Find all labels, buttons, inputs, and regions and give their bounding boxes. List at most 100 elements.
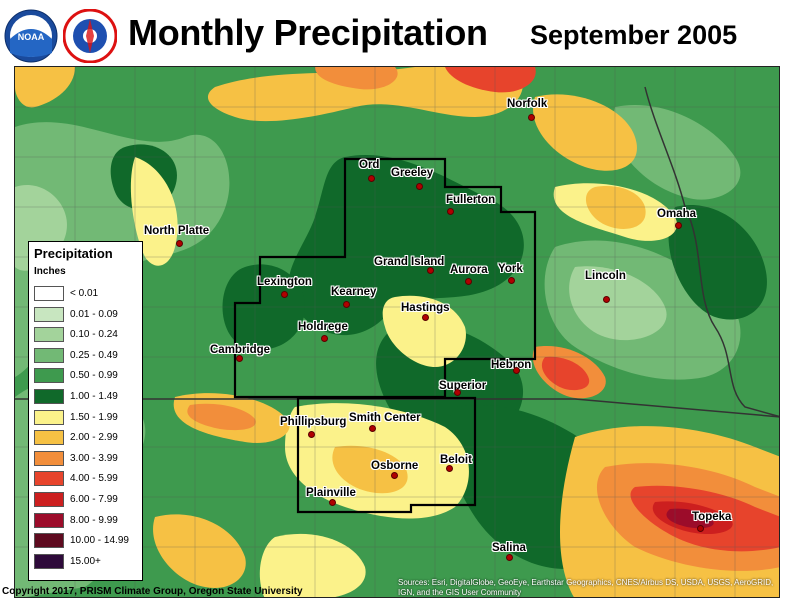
city-marker-holdrege	[321, 335, 328, 342]
legend-label: 8.00 - 9.99	[70, 514, 118, 526]
noaa-logo: NOAA	[4, 9, 58, 63]
legend-title: Precipitation	[34, 246, 113, 261]
legend-label: 15.00+	[70, 555, 101, 567]
city-label-osborne: Osborne	[371, 460, 419, 472]
attribution-line-1: Sources: Esri, DigitalGlobe, GeoEye, Ear…	[398, 578, 774, 587]
city-label-york: York	[498, 263, 523, 275]
legend-item: 1.00 - 1.49	[34, 389, 142, 406]
city-marker-superior	[454, 389, 461, 396]
legend-swatch	[34, 368, 64, 384]
map-attribution: Sources: Esri, DigitalGlobe, GeoEye, Ear…	[398, 578, 778, 598]
legend-label: 0.01 - 0.09	[70, 308, 118, 320]
city-marker-hebron	[513, 367, 520, 374]
city-label-lexington: Lexington	[257, 276, 312, 288]
legend-label: 0.25 - 0.49	[70, 349, 118, 361]
legend-swatch	[34, 327, 64, 343]
city-label-plainville: Plainville	[306, 487, 356, 499]
city-label-ord: Ord	[359, 159, 380, 171]
city-marker-beloit	[446, 465, 453, 472]
precipitation-map: Norfolk Ord Greeley Fullerton Omaha Nort…	[14, 66, 780, 598]
city-label-lincoln: Lincoln	[585, 270, 626, 282]
legend-item: 4.00 - 5.99	[34, 471, 142, 488]
city-marker-norfolk	[528, 114, 535, 121]
city-marker-hastings	[422, 314, 429, 321]
city-marker-salina	[506, 554, 513, 561]
city-label-hastings: Hastings	[401, 302, 450, 314]
legend-item: 1.50 - 1.99	[34, 409, 142, 427]
city-marker-phillipsburg	[308, 431, 315, 438]
legend-item: 10.00 - 14.99	[34, 533, 142, 550]
legend-item: 0.10 - 0.24	[34, 327, 142, 344]
legend-label: 3.00 - 3.99	[70, 452, 118, 464]
legend-item: 6.00 - 7.99	[34, 492, 142, 509]
city-marker-lincoln	[603, 296, 610, 303]
city-marker-grand-island	[427, 267, 434, 274]
legend-label: 4.00 - 5.99	[70, 473, 118, 485]
legend-item: 0.01 - 0.09	[34, 306, 142, 324]
legend-item: 0.50 - 0.99	[34, 368, 142, 385]
legend-swatch	[34, 430, 64, 446]
legend-swatch	[34, 409, 64, 425]
header: NOAA Monthly Precipitation September 200…	[0, 0, 792, 66]
city-marker-cambridge	[236, 355, 243, 362]
city-label-phillipsburg: Phillipsburg	[280, 416, 347, 428]
city-label-beloit: Beloit	[440, 454, 472, 466]
legend-item: < 0.01	[34, 286, 142, 303]
legend-item: 0.25 - 0.49	[34, 347, 142, 365]
legend-swatch	[34, 553, 64, 569]
legend-swatch	[34, 286, 64, 301]
city-label-cambridge: Cambridge	[210, 344, 271, 356]
city-label-superior: Superior	[439, 380, 487, 392]
city-marker-osborne	[391, 472, 398, 479]
city-label-hebron: Hebron	[491, 359, 532, 371]
city-marker-north-platte	[176, 240, 183, 247]
city-label-holdrege: Holdrege	[298, 321, 348, 333]
nws-logo	[63, 9, 117, 63]
legend-swatch	[34, 533, 64, 549]
attribution-line-2: IGN, and the GIS User Community	[398, 588, 522, 597]
city-label-omaha: Omaha	[657, 208, 696, 220]
city-marker-aurora	[465, 278, 472, 285]
legend: Precipitation Inches < 0.01 0.01 - 0.09 0.…	[28, 241, 143, 581]
city-marker-greeley	[416, 183, 423, 190]
map-title: Monthly Precipitation	[128, 12, 488, 53]
city-label-grand-island: Grand Island	[374, 256, 445, 268]
city-label-salina: Salina	[492, 542, 526, 554]
legend-swatch	[34, 471, 64, 487]
city-marker-lexington	[281, 291, 288, 298]
legend-item: 8.00 - 9.99	[34, 512, 142, 530]
city-marker-york	[508, 277, 515, 284]
city-marker-fullerton	[447, 208, 454, 215]
legend-swatch	[34, 306, 64, 322]
city-label-fullerton: Fullerton	[446, 194, 496, 206]
city-label-kearney: Kearney	[331, 286, 377, 298]
legend-item: 3.00 - 3.99	[34, 450, 142, 468]
city-label-topeka: Topeka	[692, 511, 732, 523]
city-marker-topeka	[697, 525, 704, 532]
legend-units: Inches	[34, 266, 66, 277]
legend-swatch	[34, 492, 64, 507]
legend-swatch	[34, 512, 64, 528]
legend-label: 0.10 - 0.24	[70, 329, 118, 341]
copyright-text: Copyright 2017, PRISM Climate Group, Ore…	[2, 586, 303, 597]
legend-swatch	[34, 347, 64, 363]
legend-label: 10.00 - 14.99	[70, 535, 129, 547]
city-label-smith-center: Smith Center	[349, 412, 421, 424]
svg-text:NOAA: NOAA	[18, 32, 45, 42]
legend-item: 15.00+	[34, 553, 142, 571]
legend-label: < 0.01	[70, 288, 99, 299]
city-marker-plainville	[329, 499, 336, 506]
legend-label: 1.50 - 1.99	[70, 411, 118, 423]
map-period: September 2005	[530, 20, 738, 50]
legend-item: 2.00 - 2.99	[34, 430, 142, 447]
city-marker-smith-center	[369, 425, 376, 432]
legend-swatch	[34, 450, 64, 466]
legend-swatch	[34, 389, 64, 404]
legend-label: 2.00 - 2.99	[70, 432, 118, 444]
legend-label: 6.00 - 7.99	[70, 494, 118, 505]
city-label-norfolk: Norfolk	[507, 98, 548, 110]
city-label-north-platte: North Platte	[144, 225, 210, 237]
city-marker-omaha	[675, 222, 682, 229]
city-label-aurora: Aurora	[450, 264, 488, 276]
legend-label: 0.50 - 0.99	[70, 370, 118, 382]
